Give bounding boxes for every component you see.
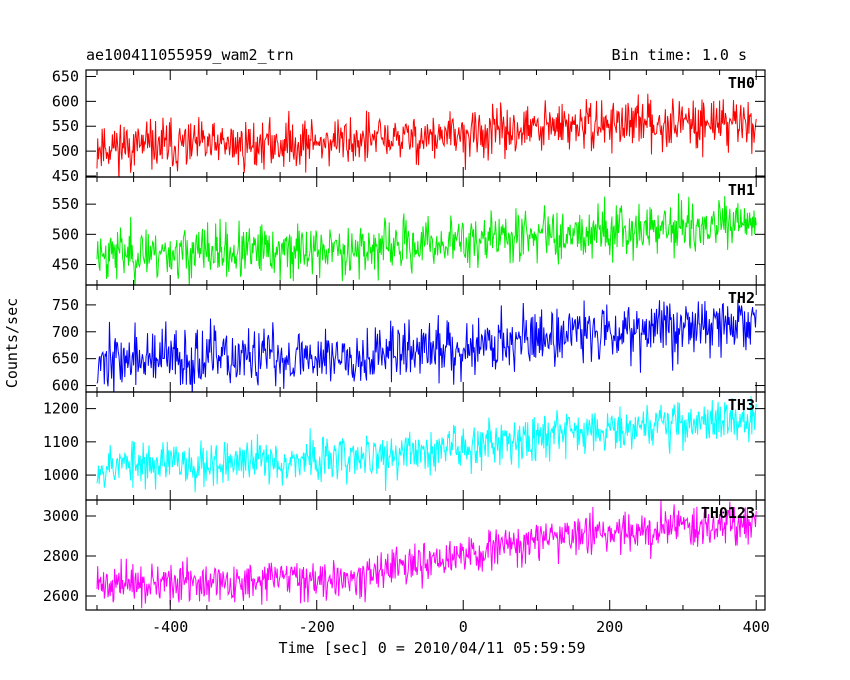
x-axis-tick-labels: -400 -200 0 200 400 bbox=[152, 618, 770, 636]
y-tick-label: 2600 bbox=[43, 587, 79, 605]
panels-group: 450 500 550 600 650 TH0 450 500 550 TH1 600 650 700 7… bbox=[43, 67, 766, 611]
panel-label-th1: TH1 bbox=[728, 181, 755, 199]
x-tick-label: 400 bbox=[743, 618, 770, 636]
y-tick-label: 1000 bbox=[43, 466, 79, 484]
y-tick-label: 600 bbox=[52, 377, 79, 395]
series-line-th0 bbox=[96, 93, 757, 177]
y-tick-label: 750 bbox=[52, 296, 79, 314]
panel-frame bbox=[85, 391, 766, 501]
panel-label-th3: TH3 bbox=[728, 396, 755, 414]
y-tick-label: 1200 bbox=[43, 400, 79, 418]
x-tick-label: -200 bbox=[299, 618, 335, 636]
panel-th0: 450 500 550 600 650 TH0 bbox=[52, 67, 766, 185]
y-tick-label: 450 bbox=[52, 167, 79, 185]
series-line-th3 bbox=[96, 396, 757, 493]
panel-th1: 450 500 550 TH1 bbox=[52, 176, 766, 286]
y-tick-label: 600 bbox=[52, 92, 79, 110]
y-tick-label: 500 bbox=[52, 142, 79, 160]
panel-frame bbox=[85, 499, 766, 611]
y-tick-label: 2800 bbox=[43, 547, 79, 565]
chart-title-left: ae100411055959_wam2_trn bbox=[86, 46, 294, 64]
y-tick-label: 650 bbox=[52, 67, 79, 85]
series-line-th1 bbox=[96, 193, 757, 285]
y-tick-label: 700 bbox=[52, 323, 79, 341]
panel-th0123: 2600 2800 3000 TH0123 bbox=[43, 499, 766, 611]
y-tick-label: 550 bbox=[52, 195, 79, 213]
panel-th3: 1000 1100 1200 TH3 bbox=[43, 391, 766, 501]
series-line-th0123 bbox=[96, 500, 757, 609]
y-tick-label: 450 bbox=[52, 255, 79, 273]
y-tick-label: 1100 bbox=[43, 433, 79, 451]
x-tick-label: -400 bbox=[152, 618, 188, 636]
y-tick-label: 500 bbox=[52, 225, 79, 243]
y-tick-label: 550 bbox=[52, 117, 79, 135]
x-tick-label: 200 bbox=[596, 618, 623, 636]
y-tick-label: 650 bbox=[52, 350, 79, 368]
chart-title-right: Bin time: 1.0 s bbox=[612, 46, 747, 64]
panel-label-th0123: TH0123 bbox=[701, 504, 755, 522]
panel-label-th0: TH0 bbox=[728, 74, 755, 92]
panel-th2: 600 650 700 750 TH2 bbox=[52, 284, 766, 395]
panel-frame bbox=[85, 69, 766, 178]
x-tick-label: 0 bbox=[459, 618, 468, 636]
panel-label-th2: TH2 bbox=[728, 289, 755, 307]
x-axis-label: Time [sec] 0 = 2010/04/11 05:59:59 bbox=[278, 639, 585, 657]
series-line-th2 bbox=[96, 299, 757, 392]
y-axis-label: Counts/sec bbox=[3, 298, 21, 388]
y-tick-label: 3000 bbox=[43, 507, 79, 525]
